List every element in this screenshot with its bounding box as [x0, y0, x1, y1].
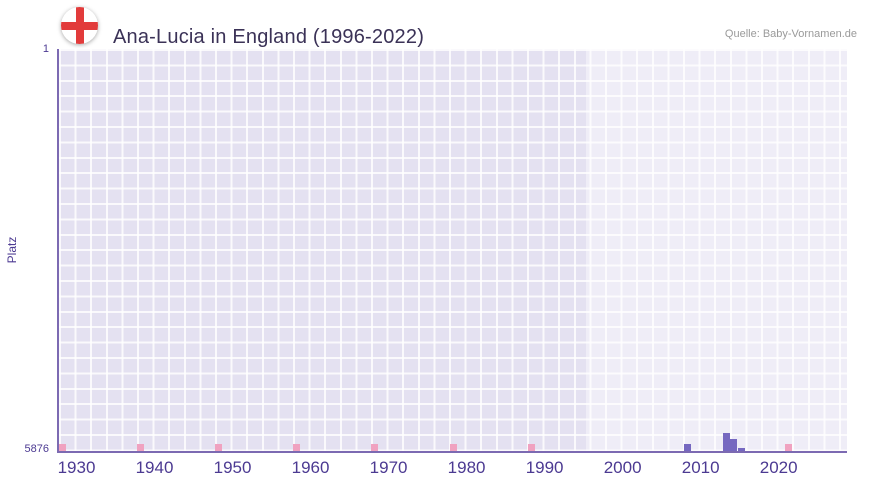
x-tick-label-1960: 1960: [291, 458, 330, 477]
page-title: Ana-Lucia in England (1996-2022): [113, 26, 425, 49]
no-rank-marker-1938[interactable]: [137, 444, 145, 451]
flag-cross-vertical: [76, 7, 84, 44]
no-rank-marker-2021[interactable]: [784, 444, 792, 451]
source-credit: Quelle: Baby-Vornamen.de: [724, 28, 857, 40]
x-tick-label-1930: 1930: [57, 458, 96, 477]
x-tick-label-1940: 1940: [135, 458, 174, 477]
x-tick-label-1970: 1970: [369, 458, 408, 477]
no-rank-marker-1948[interactable]: [215, 444, 223, 451]
plot-area: [57, 49, 847, 453]
x-tick-label-2010: 2010: [681, 458, 720, 477]
x-tick-label-2020: 2020: [759, 458, 798, 477]
x-axis-labels: 1930 1940 1950 1960 1970 1980 1990 2000 2010 2020: [57, 458, 845, 480]
no-rank-marker-1928[interactable]: [59, 444, 67, 451]
y-axis-title: Platz: [5, 236, 19, 264]
no-rank-marker-1978[interactable]: [449, 444, 457, 451]
x-tick-label-1980: 1980: [447, 458, 486, 477]
england-flag-icon: [61, 7, 98, 44]
data-period-highlight: [585, 49, 847, 451]
x-tick-label-2000: 2000: [603, 458, 642, 477]
rank-bar-2013[interactable]: [722, 433, 730, 451]
no-rank-marker-1988[interactable]: [527, 444, 535, 451]
x-tick-label-1950: 1950: [213, 458, 252, 477]
rank-bar-2015[interactable]: [738, 447, 746, 451]
y-axis-top-label: 1: [42, 43, 49, 55]
x-tick-label-1990: 1990: [525, 458, 564, 477]
y-axis-bottom-label: 5876: [24, 443, 49, 455]
no-rank-marker-1958[interactable]: [293, 444, 301, 451]
rank-bar-2008[interactable]: [683, 443, 691, 451]
rank-bar-2014[interactable]: [730, 438, 738, 451]
no-rank-marker-1968[interactable]: [371, 444, 379, 451]
